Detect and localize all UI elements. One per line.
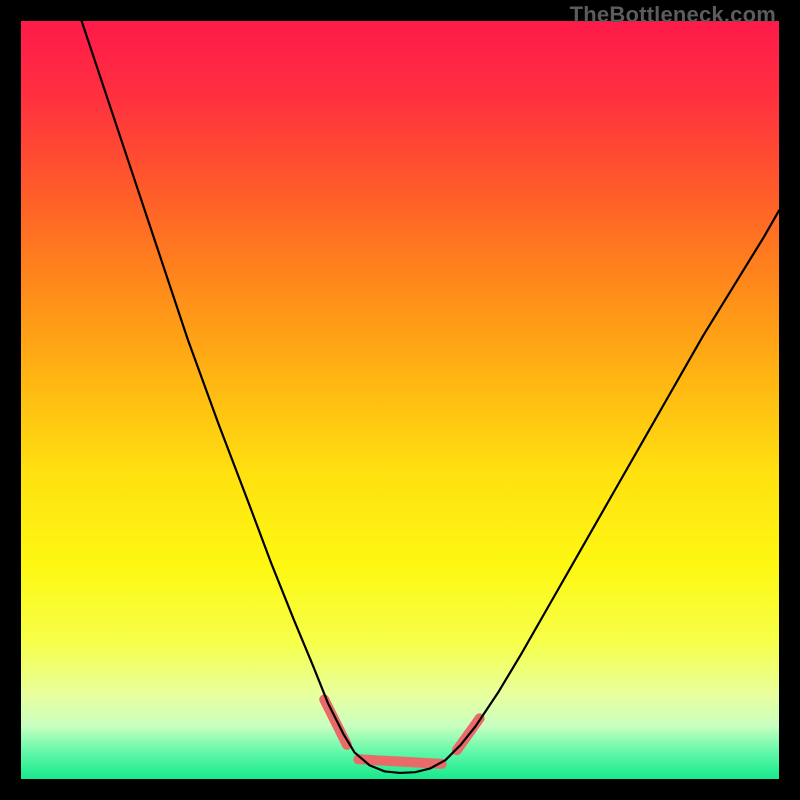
chart-frame: TheBottleneck.com	[0, 0, 800, 800]
highlight-segment	[358, 759, 441, 764]
watermark-text: TheBottleneck.com	[570, 2, 776, 28]
chart-svg	[21, 21, 779, 779]
plot-area	[21, 21, 779, 779]
